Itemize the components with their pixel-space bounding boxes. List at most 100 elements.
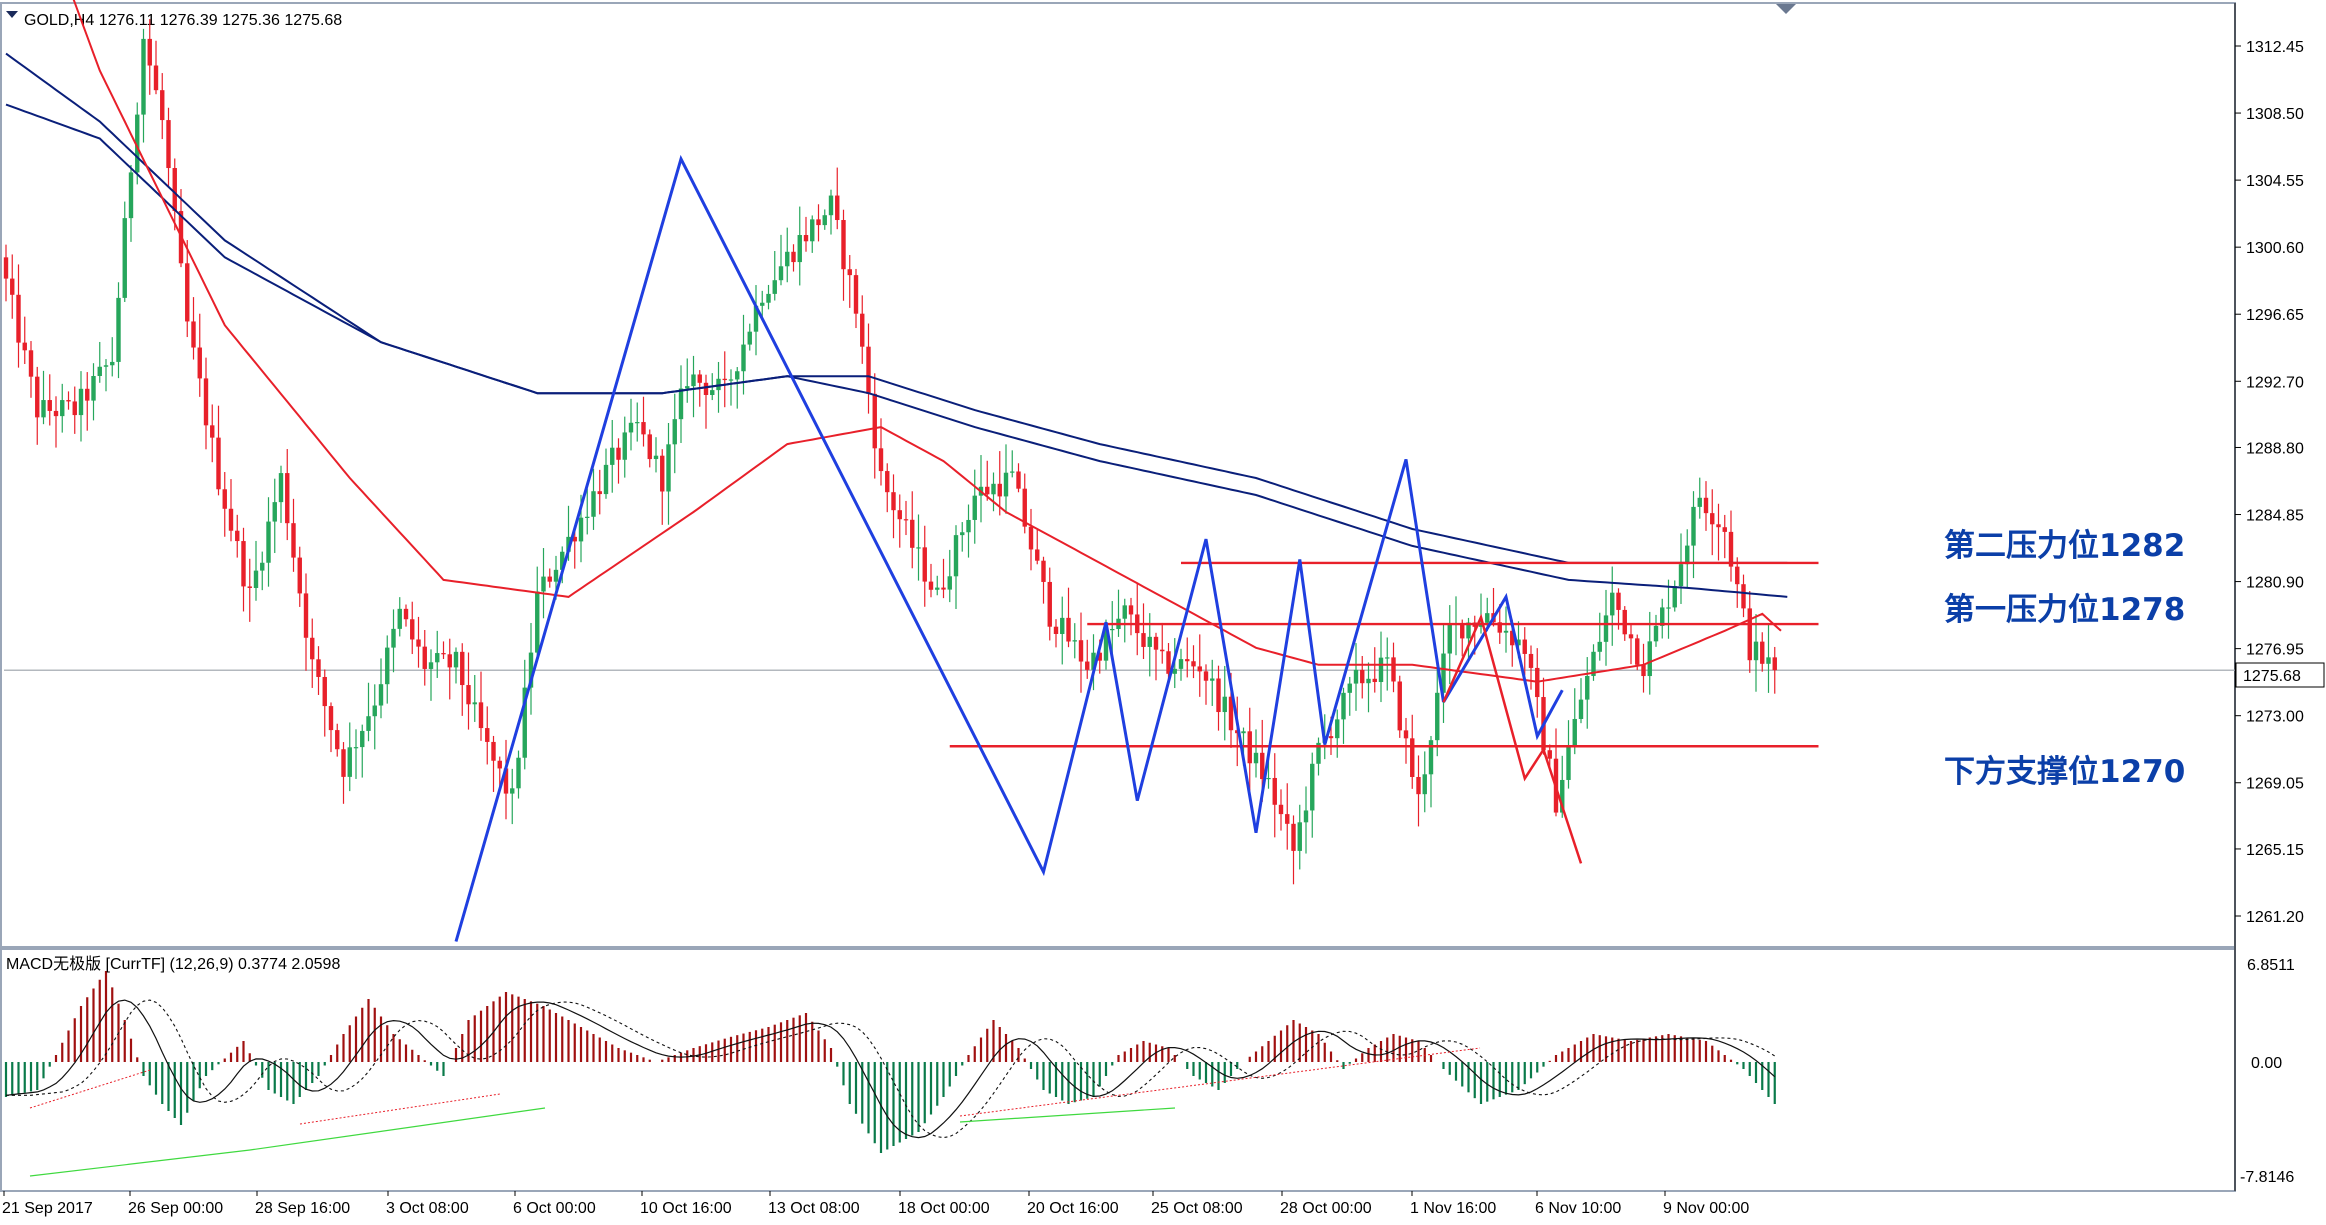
time-tick-label: 13 Oct 08:00: [768, 1200, 860, 1217]
candle: [10, 254, 15, 319]
candle: [110, 337, 115, 377]
candle: [616, 438, 621, 484]
candle: [541, 548, 546, 619]
divergence-line: [959, 1107, 1176, 1123]
candle: [1603, 589, 1609, 666]
candle: [1710, 489, 1715, 556]
candle: [628, 398, 634, 451]
candle: [1316, 737, 1321, 776]
time-axis: 21 Sep 2017 26 Sep 00:00 28 Sep 16:00 3 Oct…: [2, 1191, 1749, 1217]
candle: [972, 469, 977, 544]
candle: [22, 316, 27, 365]
candle: [141, 28, 146, 143]
candle: [1310, 752, 1315, 838]
candle: [1216, 665, 1221, 731]
candle: [1597, 612, 1602, 661]
candle: [210, 404, 215, 463]
macd-top-value: 6.8511: [2247, 957, 2295, 974]
candle: [760, 290, 765, 318]
candle: [853, 268, 859, 329]
time-tick-label: 25 Oct 08:00: [1151, 1200, 1243, 1217]
candle: [641, 396, 646, 447]
dropdown-arrow-icon[interactable]: [6, 11, 18, 18]
candle: [297, 546, 302, 607]
candle: [1035, 529, 1040, 565]
candle: [810, 215, 815, 253]
candle: [1685, 529, 1690, 588]
price-tick-label: 1288.80: [2246, 440, 2304, 457]
price-tick-label: 1261.20: [2246, 909, 2304, 926]
candle: [841, 209, 846, 301]
time-tick-label: 6 Oct 00:00: [513, 1200, 596, 1217]
zigzag-lines: [454, 154, 1583, 942]
candle: [1128, 597, 1134, 636]
candle: [353, 729, 359, 779]
candle: [1135, 583, 1140, 656]
candle: [1160, 622, 1165, 664]
candle: [191, 297, 196, 360]
candle: [885, 463, 890, 513]
candle: [610, 419, 615, 493]
candle: [1691, 491, 1696, 579]
candle: [235, 514, 240, 558]
price-axis-ticks: 1312.45 1308.50 1304.55 1300.60 1296.65 1292.…: [2235, 39, 2304, 926]
time-tick-label: 26 Sep 00:00: [128, 1200, 223, 1217]
candle: [1772, 646, 1777, 694]
candle: [253, 540, 259, 601]
candle: [1610, 566, 1615, 646]
divergence-line: [249, 1107, 546, 1151]
candle: [991, 472, 996, 512]
time-tick-label: 10 Oct 16:00: [640, 1200, 732, 1217]
price-tick-label: 1265.15: [2246, 842, 2304, 859]
candle: [872, 373, 877, 479]
candle: [1028, 508, 1034, 571]
candle: [1291, 815, 1296, 885]
candle: [203, 357, 209, 450]
candle: [391, 609, 396, 673]
candle: [1660, 598, 1665, 639]
time-tick-label: 28 Sep 16:00: [255, 1200, 350, 1217]
candle: [1616, 588, 1621, 630]
candle: [647, 429, 652, 468]
candle: [228, 479, 234, 542]
candle: [278, 465, 284, 523]
time-tick-label: 28 Oct 00:00: [1280, 1200, 1372, 1217]
candle: [72, 386, 77, 434]
candle: [1410, 714, 1415, 789]
candle: [291, 498, 296, 572]
candle: [1553, 728, 1559, 817]
candle: [1053, 619, 1059, 648]
divergence-line-dotted: [299, 1093, 501, 1125]
candle: [103, 359, 109, 392]
candle: [1272, 753, 1277, 838]
candle: [1303, 786, 1309, 854]
candle: [1678, 533, 1684, 604]
candle: [822, 209, 827, 230]
candle: [1747, 591, 1752, 673]
candle: [1110, 601, 1115, 659]
candle: [816, 204, 821, 242]
price-tick-label: 1280.90: [2246, 575, 2304, 592]
candle: [1460, 619, 1465, 657]
candle: [1353, 643, 1359, 711]
price-tick-label: 1276.95: [2246, 642, 2304, 659]
ma-fast: [72, 0, 1782, 683]
candle: [1635, 634, 1640, 671]
candle: [860, 295, 865, 364]
candle: [478, 671, 484, 741]
candle: [222, 472, 227, 537]
candle: [1253, 729, 1259, 778]
candle: [47, 374, 52, 426]
candle: [1697, 477, 1702, 519]
candle: [428, 649, 434, 701]
resistance-label-1: 第一压力位1278: [1944, 592, 2185, 628]
candle: [1372, 647, 1377, 693]
candle: [1703, 481, 1709, 531]
shift-marker-icon[interactable]: [1776, 4, 1796, 14]
candle: [1422, 751, 1427, 813]
candle: [285, 449, 290, 541]
candle: [1528, 645, 1534, 690]
candle: [1360, 656, 1365, 699]
signal-line: [6, 999, 1776, 1139]
candle: [685, 358, 690, 403]
